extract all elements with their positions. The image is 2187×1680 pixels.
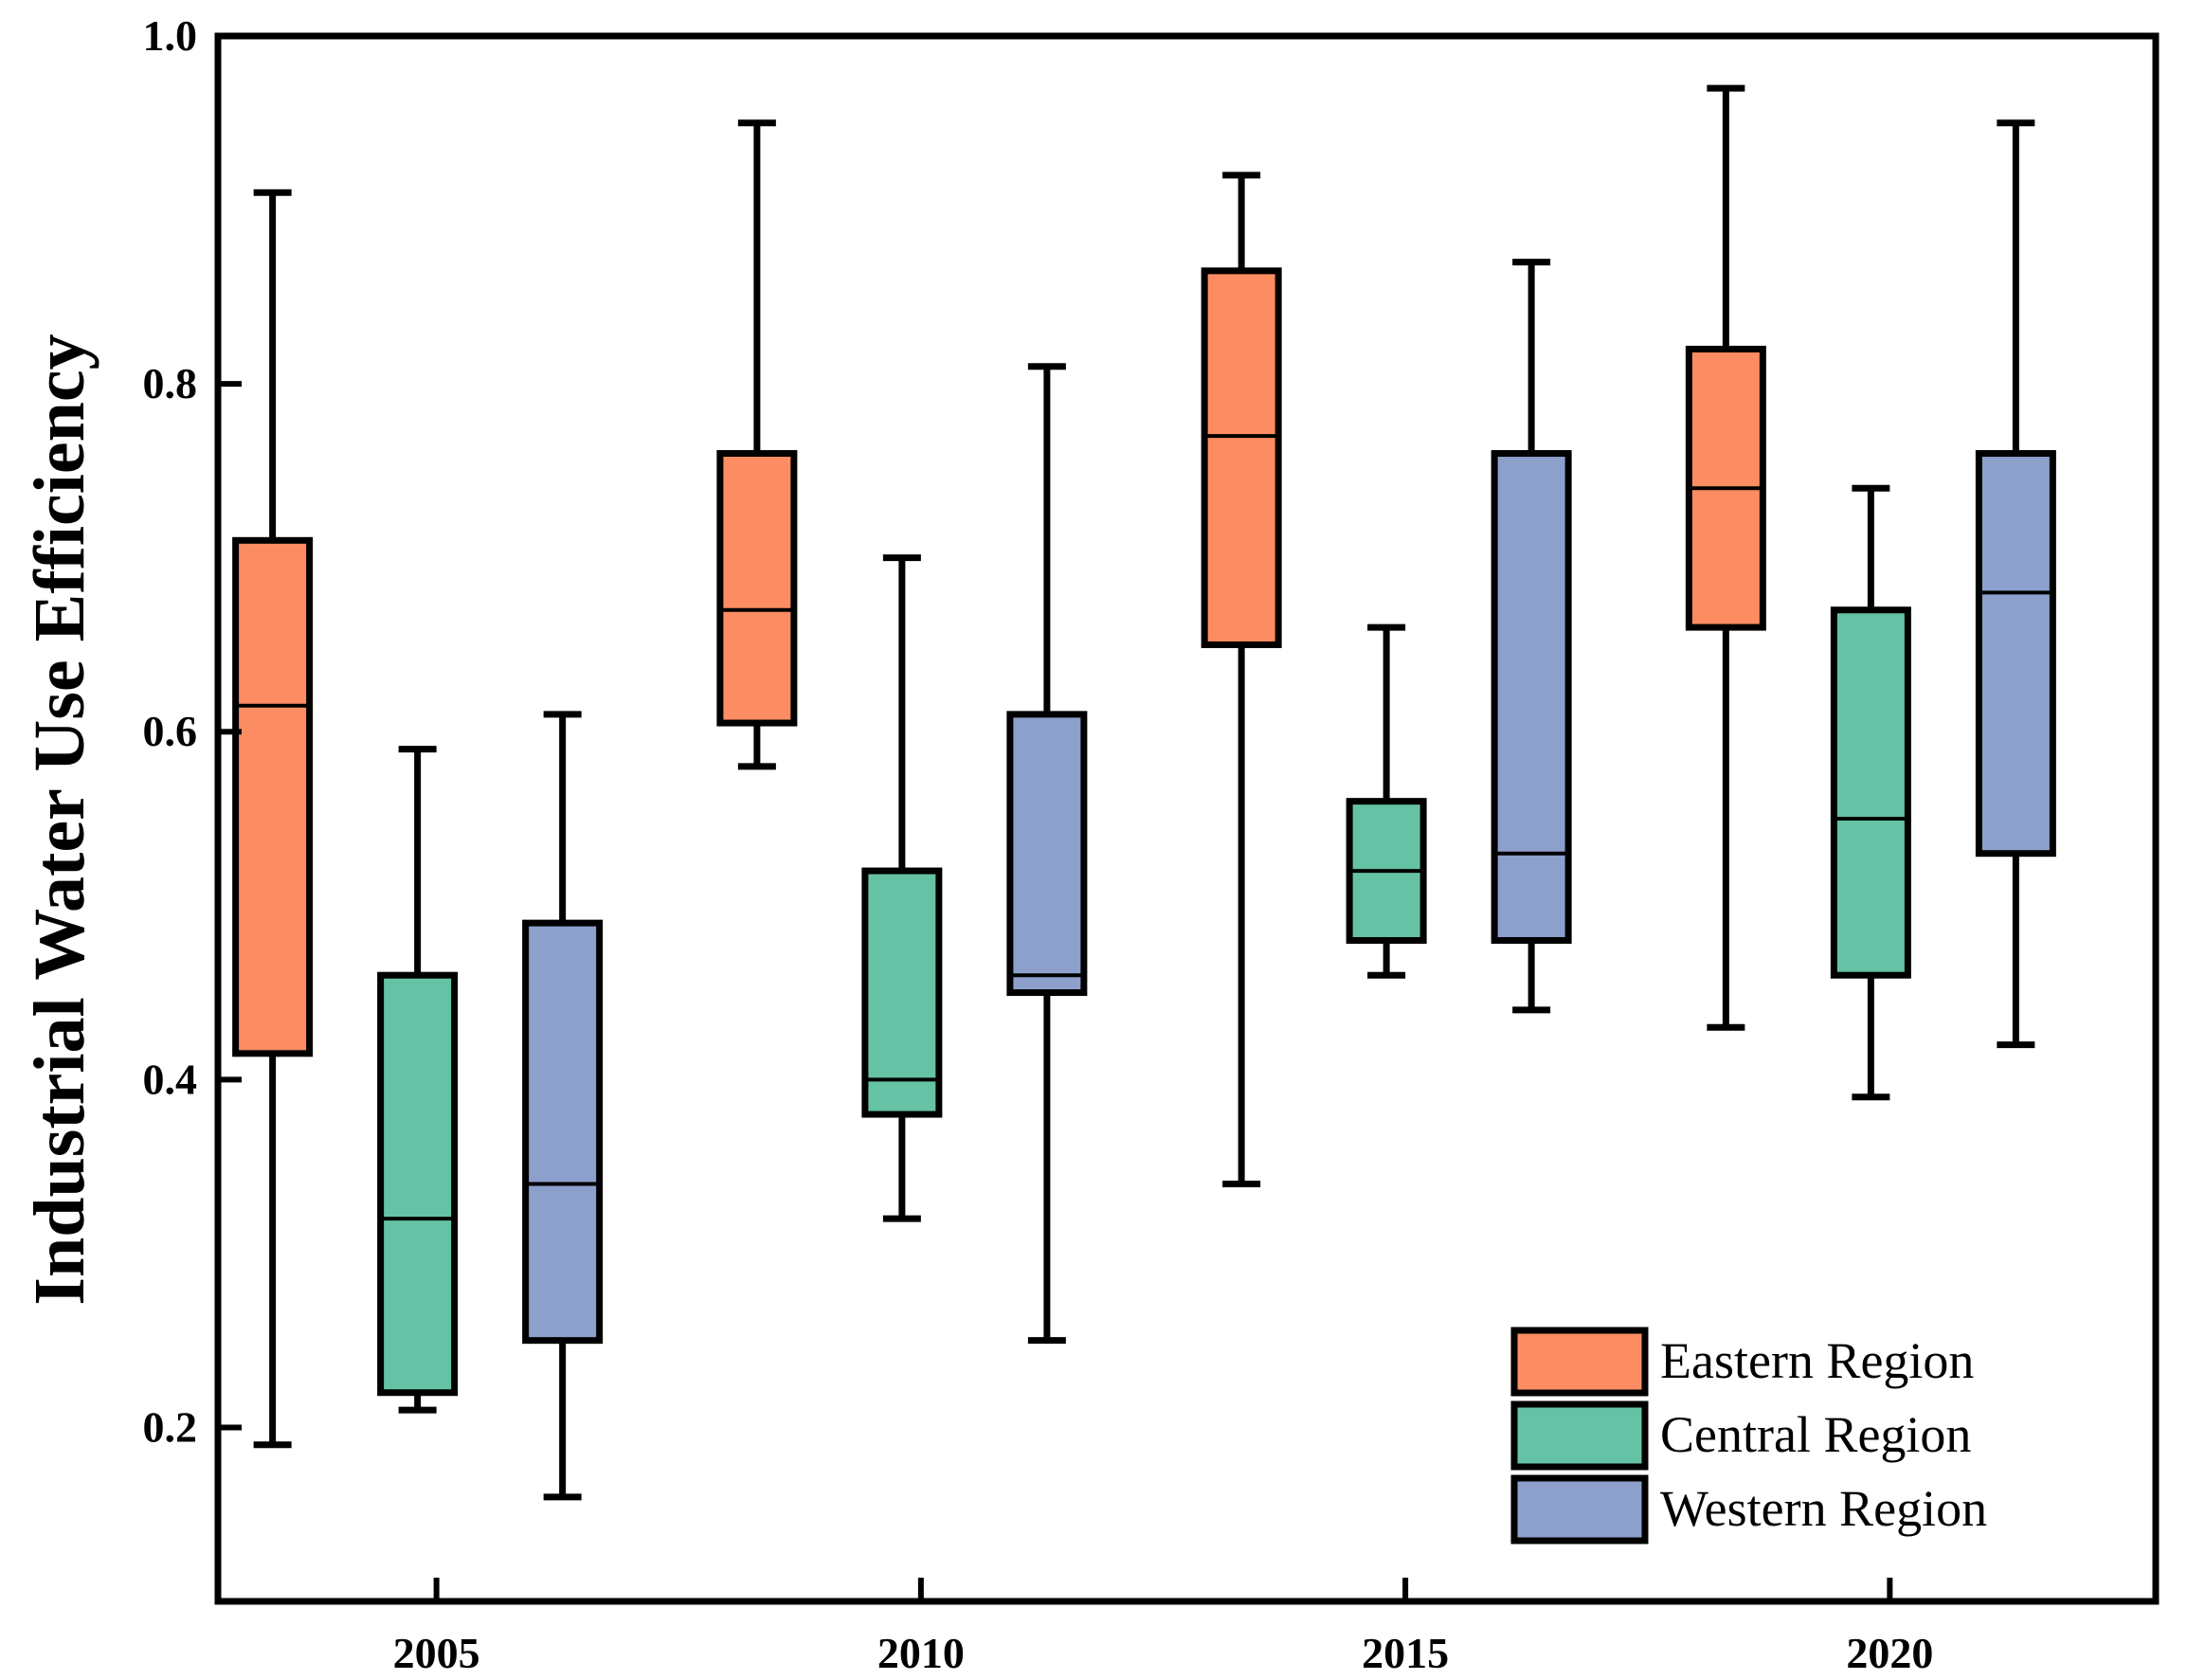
y-tick-label: 0.8 (143, 359, 198, 407)
x-tick-label: 2010 (877, 1629, 965, 1677)
legend-item-eastern-region: Eastern Region (1510, 1327, 1974, 1397)
box-western-region-2005 (522, 711, 604, 1501)
legend-swatch (1510, 1327, 1649, 1397)
x-tick-label: 2005 (393, 1629, 480, 1677)
box-iqr (1830, 606, 1911, 979)
box-eastern-region-2020 (1685, 84, 1766, 1031)
box-iqr (716, 450, 798, 727)
legend-label: Eastern Region (1660, 1332, 1974, 1389)
box-iqr (232, 536, 314, 1057)
box-central-region-2005 (377, 746, 459, 1414)
box-western-region-2020 (1975, 119, 2056, 1049)
legend-label: Central Region (1660, 1406, 1971, 1463)
box-iqr (1201, 267, 1282, 648)
plot-frame (214, 32, 2160, 1605)
box-central-region-2020 (1830, 484, 1911, 1101)
x-axis: 2005 2010 2015 2020 (393, 1578, 1933, 1677)
x-tick-label: 2015 (1362, 1629, 1449, 1677)
y-tick-label: 0.2 (143, 1402, 198, 1451)
y-tick-label: 0.6 (143, 707, 198, 755)
box-eastern-region-2015 (1201, 172, 1282, 1187)
y-axis-title: Industrial Water Use Efficiency (20, 334, 99, 1305)
box-groups (232, 84, 2056, 1501)
legend-swatch (1510, 1474, 1649, 1545)
box-central-region-2015 (1346, 623, 1427, 979)
legend: Eastern Region Central Region Western Regi… (1510, 1327, 1987, 1545)
box-central-region-2010 (861, 554, 943, 1222)
box-iqr (1491, 450, 1572, 944)
box-eastern-region-2010 (716, 119, 798, 770)
x-tick-label: 2020 (1846, 1629, 1933, 1677)
box-eastern-region-2005 (232, 189, 314, 1449)
legend-swatch (1510, 1400, 1649, 1471)
legend-item-western-region: Western Region (1510, 1474, 1987, 1545)
plot-border (214, 32, 2160, 1605)
box-iqr (522, 919, 604, 1345)
legend-item-central-region: Central Region (1510, 1400, 1971, 1471)
y-tick-label: 1.0 (143, 11, 198, 60)
box-iqr (1975, 450, 2056, 858)
y-axis: 0.2 0.4 0.6 0.8 1.0 (143, 11, 242, 1451)
legend-label: Western Region (1660, 1480, 1987, 1537)
y-tick-label: 0.4 (143, 1055, 198, 1103)
box-western-region-2010 (1006, 363, 1088, 1345)
box-western-region-2015 (1491, 259, 1572, 1014)
box-iqr (1006, 711, 1088, 997)
box-iqr (861, 867, 943, 1118)
box-iqr (377, 971, 459, 1397)
